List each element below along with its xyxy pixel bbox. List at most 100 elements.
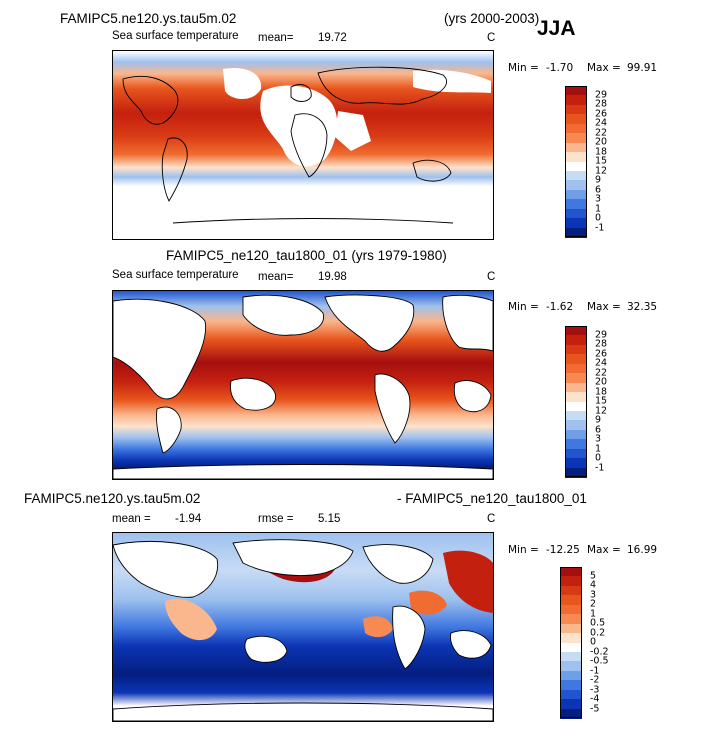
panel3-colorbar: 5 4 3 2 1 0.5 0.2 0 -0.2 -0.5 -1 -2 -3 -… — [560, 567, 620, 719]
colorbar-swatch — [565, 363, 587, 374]
cb2-label: 1 — [595, 443, 602, 455]
colorbar-swatch — [565, 410, 587, 421]
cb1-label: 20 — [595, 136, 608, 148]
colorbar-swatch — [565, 152, 587, 163]
panel3-max-label: Max = — [587, 544, 621, 556]
panel1-colorbar: 29 28 26 24 22 20 18 15 12 9 6 3 1 0 -1 — [565, 86, 625, 238]
cb1-label: 6 — [595, 184, 602, 196]
colorbar-swatch — [565, 326, 587, 337]
cb1-label: 18 — [595, 146, 608, 158]
colorbar-swatch — [565, 95, 587, 106]
colorbar-swatch — [565, 401, 587, 412]
colorbar-swatch — [560, 699, 582, 710]
panel2-mean-label: mean= — [258, 271, 294, 283]
panel3-rmse-value: 5.15 — [318, 513, 341, 525]
colorbar-swatch — [565, 86, 587, 97]
colorbar-swatch — [565, 189, 587, 200]
panel2-mean-value: 19.98 — [318, 271, 347, 283]
panel1-max-label: Max = — [587, 62, 621, 74]
colorbar-swatch — [565, 142, 587, 153]
panel1-mean-label: mean= — [258, 32, 294, 44]
colorbar-swatch — [560, 661, 582, 672]
cb1-label: -1 — [595, 222, 605, 234]
cb2-label: 6 — [595, 424, 602, 436]
panel3-mean-value: -1.94 — [175, 513, 202, 525]
cb2-label: 22 — [595, 367, 608, 379]
cb1-label: 1 — [595, 203, 602, 215]
panel2-min-value: -1.62 — [546, 301, 574, 313]
panel2-title: FAMIPC5_ne120_tau1800_01 (yrs 1979-1980) — [166, 248, 447, 263]
cb3-label: -3 — [590, 684, 600, 696]
panel1-min-value: -1.70 — [546, 62, 574, 74]
colorbar-swatch — [565, 382, 587, 393]
cb2-label: 3 — [595, 433, 602, 445]
panel1-units: C — [487, 32, 496, 44]
colorbar-swatch — [565, 448, 587, 459]
cb2-label: 20 — [595, 376, 608, 388]
panel1-title: FAMIPC5.ne120.ys.tau5m.02 — [60, 11, 237, 26]
cb3-label: 3 — [590, 589, 597, 601]
cb2-label: 12 — [595, 405, 608, 417]
cb3-label: 0 — [590, 636, 597, 648]
colorbar-swatch — [565, 218, 587, 229]
cb3-label: 5 — [590, 570, 597, 582]
colorbar-swatch — [565, 467, 587, 478]
cb3-label: 0.5 — [590, 617, 606, 629]
cb3-label: -5 — [590, 703, 600, 715]
panel1-mean-value: 19.72 — [318, 32, 347, 44]
cb2-label: 15 — [595, 395, 608, 407]
colorbar-swatch — [560, 689, 582, 700]
colorbar-swatch — [560, 633, 582, 644]
cb3-label: -0.5 — [590, 655, 609, 667]
panel3-title: FAMIPC5.ne120.ys.tau5m.02 — [24, 491, 201, 506]
colorbar-swatch — [565, 170, 587, 181]
colorbar-swatch — [560, 567, 582, 578]
cb2-label: -1 — [595, 462, 605, 474]
panel2-min-label: Min = — [508, 301, 539, 313]
colorbar-swatch — [565, 199, 587, 210]
colorbar-swatch — [560, 642, 582, 653]
cb2-label: 29 — [595, 329, 608, 341]
panel2-max-label: Max = — [587, 301, 621, 313]
colorbar-swatch — [565, 161, 587, 172]
panel3-rmse-label: rmse = — [258, 513, 294, 525]
cb1-label: 26 — [595, 108, 608, 120]
cb1-label: 12 — [595, 165, 608, 177]
colorbar-swatch — [565, 133, 587, 144]
colorbar-swatch — [560, 595, 582, 606]
cb2-label: 0 — [595, 452, 602, 464]
panel1-variable: Sea surface temperature — [112, 30, 239, 42]
colorbar-swatch — [565, 354, 587, 365]
panel2-map — [112, 290, 494, 480]
cb3-label: -4 — [590, 693, 600, 705]
colorbar-swatch — [560, 576, 582, 587]
panel3-min-value: -12.25 — [546, 544, 580, 556]
cb3-label: 4 — [590, 579, 597, 591]
panel3-max-value: 16.99 — [627, 544, 658, 556]
colorbar-swatch — [560, 585, 582, 596]
panel2-colorbar: 29 28 26 24 22 20 18 15 12 9 6 3 1 0 -1 — [565, 326, 625, 478]
colorbar-swatch — [560, 614, 582, 625]
cb3-label: 2 — [590, 598, 597, 610]
panel2-units: C — [487, 271, 496, 283]
cb1-label: 15 — [595, 155, 608, 167]
cb2-label: 24 — [595, 357, 608, 369]
colorbar-swatch — [560, 670, 582, 681]
colorbar-swatch — [565, 104, 587, 115]
cb2-label: 26 — [595, 348, 608, 360]
panel3-units: C — [487, 513, 496, 525]
colorbar-swatch — [565, 123, 587, 134]
panel2-variable: Sea surface temperature — [112, 269, 239, 281]
colorbar-swatch — [565, 439, 587, 450]
cb3-label: -1 — [590, 665, 600, 677]
cb1-label: 9 — [595, 174, 602, 186]
colorbar-swatch — [565, 373, 587, 384]
season-label: JJA — [537, 17, 576, 40]
cb2-label: 28 — [595, 338, 608, 350]
colorbar-swatch — [565, 392, 587, 403]
colorbar-swatch — [565, 335, 587, 346]
panel3-title-right: - FAMIPC5_ne120_tau1800_01 — [397, 491, 587, 506]
panel1-years: (yrs 2000-2003) — [444, 11, 540, 26]
colorbar-swatch — [560, 708, 582, 719]
colorbar-swatch — [560, 623, 582, 634]
